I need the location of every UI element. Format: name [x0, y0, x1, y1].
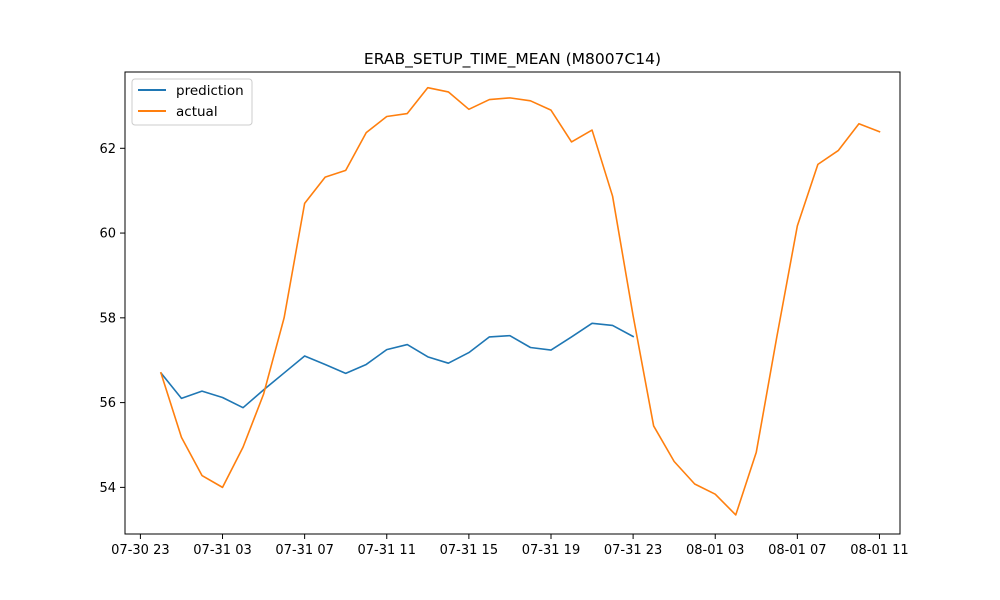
y-axis: 54 56 58 60 62: [99, 142, 125, 496]
x-tick-label: 07-31 23: [604, 543, 662, 558]
x-axis: 07-30 23 07-31 03 07-31 07 07-31 11 07-31 15…: [111, 534, 909, 558]
plot-frame: [124, 71, 901, 535]
x-tick-label: 07-31 03: [193, 543, 251, 558]
y-tick-label: 62: [99, 142, 116, 157]
x-tick-label: 07-30 23: [111, 543, 169, 558]
legend-label-actual: actual: [176, 104, 218, 120]
x-tick-label: 08-01 07: [768, 543, 826, 558]
y-tick-label: 54: [99, 481, 116, 496]
series-layer: [159, 86, 881, 516]
plot-area: [124, 71, 901, 535]
chart-title: ERAB_SETUP_TIME_MEAN (M8007C14): [364, 50, 661, 69]
x-tick-label: 07-31 15: [440, 543, 498, 558]
x-tick-label: 07-31 07: [275, 543, 333, 558]
x-tick-label: 08-01 11: [850, 543, 908, 558]
plot-background: [125, 72, 900, 534]
x-tick-label: 07-31 11: [358, 543, 416, 558]
series-line-prediction: [159, 322, 635, 409]
x-tick-label: 07-31 19: [522, 543, 580, 558]
series-line-actual: [159, 86, 881, 516]
y-tick-label: 56: [99, 396, 116, 411]
y-tick-label: 60: [99, 227, 116, 242]
y-tick-label: 58: [99, 311, 116, 326]
x-tick-label: 08-01 03: [686, 543, 744, 558]
legend: prediction actual: [131, 78, 253, 126]
legend-label-prediction: prediction: [176, 83, 244, 99]
